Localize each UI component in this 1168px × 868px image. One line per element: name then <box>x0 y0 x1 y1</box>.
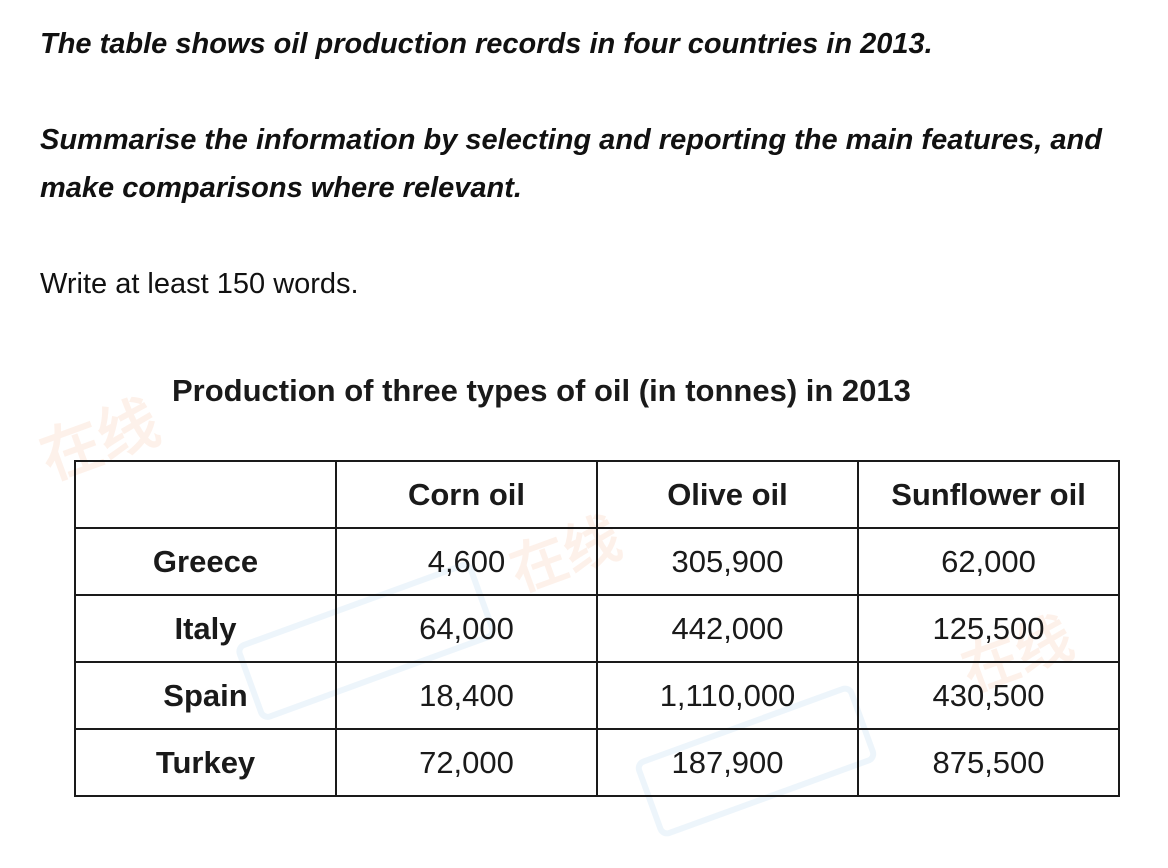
task-instructions: Summarise the information by selecting a… <box>40 124 1102 204</box>
table-row: Greece 4,600 305,900 62,000 <box>74 527 1120 596</box>
cell-olive-oil: 1,110,000 <box>596 661 859 730</box>
header-corn-oil: Corn oil <box>335 460 598 529</box>
table-title: Production of three types of oil (in ton… <box>172 373 911 408</box>
cell-sunflower-oil: 875,500 <box>857 728 1120 797</box>
row-country: Spain <box>74 661 337 730</box>
cell-sunflower-oil: 62,000 <box>857 527 1120 596</box>
header-olive-oil: Olive oil <box>596 460 859 529</box>
table-row: Spain 18,400 1,110,000 430,500 <box>74 661 1120 730</box>
cell-olive-oil: 187,900 <box>596 728 859 797</box>
cell-corn-oil: 4,600 <box>335 527 598 596</box>
header-empty-cell <box>74 460 337 529</box>
row-country: Greece <box>74 527 337 596</box>
cell-corn-oil: 72,000 <box>335 728 598 797</box>
word-count-requirement: Write at least 150 words. <box>40 268 359 300</box>
header-sunflower-oil: Sunflower oil <box>857 460 1120 529</box>
cell-corn-oil: 18,400 <box>335 661 598 730</box>
cell-olive-oil: 305,900 <box>596 527 859 596</box>
row-country: Turkey <box>74 728 337 797</box>
cell-corn-oil: 64,000 <box>335 594 598 663</box>
row-country: Italy <box>74 594 337 663</box>
cell-sunflower-oil: 430,500 <box>857 661 1120 730</box>
table-row: Turkey 72,000 187,900 875,500 <box>74 728 1120 797</box>
table-header-row: Corn oil Olive oil Sunflower oil <box>74 460 1120 529</box>
task-description: The table shows oil production records i… <box>40 28 933 60</box>
cell-sunflower-oil: 125,500 <box>857 594 1120 663</box>
cell-olive-oil: 442,000 <box>596 594 859 663</box>
table-row: Italy 64,000 442,000 125,500 <box>74 594 1120 663</box>
oil-production-table: Corn oil Olive oil Sunflower oil Greece … <box>74 460 1120 797</box>
